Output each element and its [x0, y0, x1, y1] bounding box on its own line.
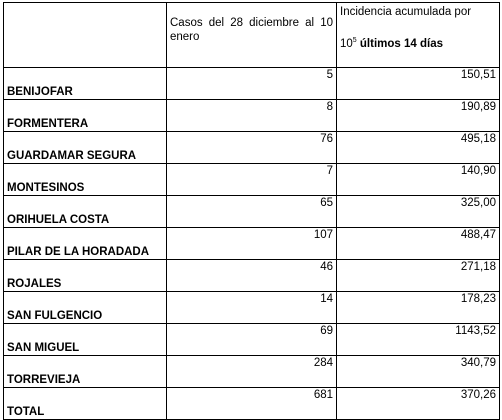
header-incidence-exponent: 5	[352, 37, 357, 44]
cases-cell: 5	[166, 67, 337, 100]
incidence-cell: 495,18	[336, 131, 500, 164]
incidence-cell: 271,18	[336, 259, 500, 292]
municipality-cell: ORIHUELA COSTA	[3, 195, 167, 228]
table-row: MONTESINOS 7 140,90	[3, 163, 500, 196]
header-incidence-base: 10	[340, 38, 353, 50]
incidence-cell: 325,00	[336, 195, 500, 228]
table-row: TORREVIEJA 284 340,79	[3, 355, 500, 388]
incidence-cell: 140,90	[336, 163, 500, 196]
municipality-cell: MONTESINOS	[3, 163, 167, 196]
table-row: FORMENTERA 8 190,89	[3, 99, 500, 132]
cases-cell: 681	[166, 387, 337, 420]
table-body: BENIJOFAR 5 150,51 FORMENTERA 8 190,89 GUARDAM…	[3, 67, 500, 420]
cases-cell: 65	[166, 195, 337, 228]
header-cases: Casos del 28 diciembre al 10 enero	[166, 2, 337, 68]
header-incidence-bold: últimos 14 días	[359, 38, 443, 50]
municipality-cell: TOTAL	[3, 387, 167, 420]
incidence-cell: 1143,52	[336, 323, 500, 356]
header-incidence: Incidencia acumulada por 105 últimos 14 …	[336, 2, 500, 68]
table-row: BENIJOFAR 5 150,51	[3, 67, 500, 100]
table-header-row: Casos del 28 diciembre al 10 enero Incid…	[3, 2, 500, 68]
table-row: ROJALES 46 271,18	[3, 259, 500, 292]
cases-cell: 7	[166, 163, 337, 196]
table-row: ORIHUELA COSTA 65 325,00	[3, 195, 500, 228]
cases-cell: 8	[166, 99, 337, 132]
table-row: PILAR DE LA HORADADA 107 488,47	[3, 227, 500, 260]
table-row: SAN MIGUEL 69 1143,52	[3, 323, 500, 356]
municipality-cell: SAN FULGENCIO	[3, 291, 167, 324]
incidence-cell: 370,26	[336, 387, 500, 420]
municipality-cell: FORMENTERA	[3, 99, 167, 132]
cases-cell: 284	[166, 355, 337, 388]
incidence-table: Casos del 28 diciembre al 10 enero Incid…	[3, 2, 500, 420]
municipality-cell: SAN MIGUEL	[3, 323, 167, 356]
municipality-cell: TORREVIEJA	[3, 355, 167, 388]
cases-cell: 69	[166, 323, 337, 356]
municipality-cell: PILAR DE LA HORADADA	[3, 227, 167, 260]
municipality-cell: ROJALES	[3, 259, 167, 292]
cases-cell: 107	[166, 227, 337, 260]
municipality-cell: BENIJOFAR	[3, 67, 167, 100]
header-empty-cell	[3, 2, 167, 68]
cases-cell: 46	[166, 259, 337, 292]
incidence-cell: 150,51	[336, 67, 500, 100]
incidence-cell: 190,89	[336, 99, 500, 132]
incidence-cell: 178,23	[336, 291, 500, 324]
table-row: GUARDAMAR SEGURA 76 495,18	[3, 131, 500, 164]
header-incidence-line1: Incidencia acumulada por	[340, 6, 472, 18]
table-row: SAN FULGENCIO 14 178,23	[3, 291, 500, 324]
municipality-cell: GUARDAMAR SEGURA	[3, 131, 167, 164]
table-row: TOTAL 681 370,26	[3, 387, 500, 420]
cases-cell: 76	[166, 131, 337, 164]
incidence-cell: 340,79	[336, 355, 500, 388]
incidence-cell: 488,47	[336, 227, 500, 260]
cases-cell: 14	[166, 291, 337, 324]
header-incidence-line2: 105 últimos 14 días	[340, 37, 496, 51]
